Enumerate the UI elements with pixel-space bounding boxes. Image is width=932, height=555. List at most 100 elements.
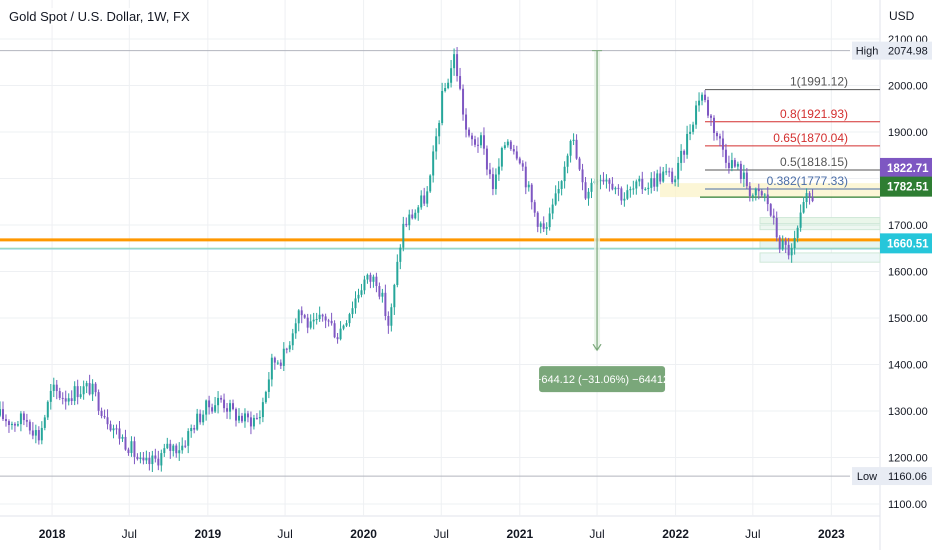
candle-body xyxy=(584,182,587,199)
candle-body xyxy=(707,100,710,116)
x-tick-label: 2022 xyxy=(662,527,689,541)
candle-body xyxy=(49,390,52,402)
candle-body xyxy=(778,237,781,250)
candle-body xyxy=(629,189,632,191)
candle-body xyxy=(163,448,166,454)
candle-body xyxy=(405,223,408,226)
candle-body xyxy=(506,141,509,146)
candle-body xyxy=(387,315,390,326)
candle-body xyxy=(276,362,279,364)
candle-body xyxy=(468,129,471,136)
candle-body xyxy=(566,155,569,167)
grid-layer xyxy=(0,0,881,550)
price-badge-label: 1822.71 xyxy=(887,163,929,175)
x-tick-label: Jul xyxy=(745,527,760,541)
candle-body xyxy=(40,427,43,441)
candle-body xyxy=(333,323,336,338)
candle-body xyxy=(100,410,103,417)
candle-body xyxy=(369,274,372,282)
candle-body xyxy=(644,188,647,190)
y-tick-label: 1200.00 xyxy=(888,453,928,465)
candle-body xyxy=(557,188,560,194)
fib-level-label: 0.382(1777.33) xyxy=(767,174,848,188)
candle-body xyxy=(28,421,31,431)
candle-body xyxy=(64,398,67,402)
candle-body xyxy=(202,414,205,423)
candle-body xyxy=(491,174,494,190)
candle-body xyxy=(775,217,778,238)
candle-body xyxy=(450,68,453,83)
candle-body xyxy=(456,54,459,77)
candle-body xyxy=(240,415,243,422)
candle-body xyxy=(330,320,333,324)
candle-body xyxy=(512,149,515,152)
candle-body xyxy=(261,402,264,418)
fib-level-label: 1(1991.12) xyxy=(790,75,848,89)
candle-body xyxy=(671,171,674,183)
y-tick-label: 1900.00 xyxy=(888,127,928,139)
candle-body xyxy=(46,401,49,418)
candle-body xyxy=(124,436,127,450)
y-tick-label: 1400.00 xyxy=(888,360,928,372)
x-axis[interactable]: 2018 Jul 2019 Jul 2020 Jul 2021 Jul 2022 Jul 2023 xyxy=(39,527,845,541)
candle-body xyxy=(366,274,369,280)
candle-body xyxy=(578,158,581,170)
x-tick-label: 2018 xyxy=(39,527,66,541)
candle-body xyxy=(196,413,199,430)
candle-body xyxy=(488,169,491,175)
candle-body xyxy=(515,151,518,159)
candle-body xyxy=(61,397,64,399)
candle-body xyxy=(13,423,16,426)
price-badge-label: 1660.51 xyxy=(887,238,929,250)
candle-body xyxy=(509,141,512,150)
price-badge-label: 1782.51 xyxy=(887,182,929,194)
candle-body xyxy=(282,348,285,366)
candle-body xyxy=(614,187,617,190)
candle-body xyxy=(184,445,187,447)
x-tick-label: 2020 xyxy=(350,527,377,541)
candle-body xyxy=(408,214,411,226)
candle-body xyxy=(208,400,211,408)
candle-body xyxy=(187,431,190,446)
candle-body xyxy=(608,179,611,184)
candle-body xyxy=(130,441,133,454)
price-badge xyxy=(880,157,932,178)
candle-body xyxy=(494,174,497,190)
symbol-title[interactable]: Gold Spot / U.S. Dollar, 1W, FX xyxy=(6,8,193,25)
candle-body xyxy=(429,175,432,192)
candle-body xyxy=(205,400,208,415)
x-tick-label: Jul xyxy=(589,527,604,541)
candle-body xyxy=(569,140,572,156)
candle-body xyxy=(243,413,246,422)
candle-body xyxy=(181,445,184,451)
candle-body xyxy=(769,204,772,216)
y-tick-label: 1600.00 xyxy=(888,267,928,279)
candle-body xyxy=(796,227,799,238)
candle-body xyxy=(581,169,584,183)
candle-body xyxy=(133,441,136,457)
candle-body xyxy=(748,186,751,197)
measure-arrow-icon xyxy=(592,343,602,352)
candle-body xyxy=(16,424,19,426)
candle-body xyxy=(554,193,557,205)
fib-level-label: 0.5(1818.15) xyxy=(780,155,848,169)
candle-body xyxy=(453,54,456,69)
candle-body xyxy=(118,428,121,439)
candle-body xyxy=(258,417,261,419)
candle-body xyxy=(31,430,34,436)
candle-body xyxy=(677,162,680,180)
candle-body xyxy=(808,193,811,197)
candle-body xyxy=(390,307,393,326)
candle-body xyxy=(503,145,506,149)
candle-body xyxy=(575,139,578,159)
candle-body xyxy=(220,397,223,400)
candle-body xyxy=(43,417,46,428)
candle-body xyxy=(527,184,530,188)
candle-body xyxy=(787,244,790,256)
candle-body xyxy=(683,150,686,155)
y-axis[interactable]: 1100.00 1200.00 1300.00 1400.00 1500.00 1600.… xyxy=(888,34,928,511)
candle-body xyxy=(438,123,441,137)
candle-body xyxy=(109,424,112,431)
